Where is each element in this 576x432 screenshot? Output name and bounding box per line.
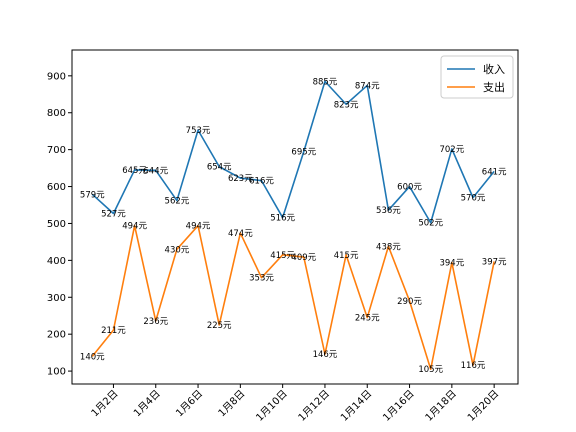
data-label: 474元 — [228, 229, 253, 239]
data-label: 225元 — [207, 321, 232, 331]
data-label: 116元 — [461, 361, 486, 371]
data-label: 105元 — [418, 365, 443, 375]
y-tick-label: 200 — [47, 330, 66, 341]
data-label: 616元 — [249, 177, 274, 187]
data-label: 394元 — [439, 259, 464, 269]
data-label: 494元 — [122, 222, 147, 232]
data-label: 570元 — [461, 194, 486, 204]
data-label: 211元 — [101, 326, 126, 336]
data-label: 562元 — [165, 197, 190, 207]
data-label: 430元 — [165, 245, 190, 255]
data-label: 415元 — [270, 251, 295, 261]
y-tick-label: 800 — [47, 108, 66, 119]
data-label: 579元 — [80, 190, 105, 200]
data-label: 438元 — [376, 242, 401, 252]
data-label: 502元 — [418, 219, 443, 229]
legend-entry-label: 收入 — [483, 62, 505, 76]
y-tick-label: 400 — [47, 256, 66, 267]
data-label: 397元 — [482, 257, 507, 267]
x-tick-label: 1月2日 — [89, 388, 121, 420]
data-label: 494元 — [186, 222, 211, 232]
data-label: 823元 — [334, 100, 359, 110]
data-label: 695元 — [291, 147, 316, 157]
data-label: 245元 — [355, 314, 380, 324]
data-label: 527元 — [101, 209, 126, 219]
data-label: 236元 — [143, 317, 168, 327]
data-label: 415元 — [334, 251, 359, 261]
data-label: 702元 — [439, 145, 464, 155]
x-tick-label: 1月20日 — [465, 388, 501, 424]
data-label: 536元 — [376, 206, 401, 216]
series-line-expense — [91, 224, 495, 371]
x-tick-label: 1月12日 — [296, 388, 332, 424]
data-label: 146元 — [313, 350, 338, 360]
plot-frame — [71, 49, 519, 385]
data-label: 140元 — [80, 352, 105, 362]
x-tick-label: 1月14日 — [338, 388, 374, 424]
y-tick-label: 500 — [47, 219, 66, 230]
data-label: 516元 — [270, 214, 295, 224]
data-label: 641元 — [482, 167, 507, 177]
data-label: 409元 — [291, 253, 316, 263]
data-label: 645元 — [122, 166, 147, 176]
data-label: 290元 — [397, 297, 422, 307]
x-tick-label: 1月10日 — [254, 388, 290, 424]
y-tick-label: 900 — [47, 71, 66, 82]
x-tick-label: 1月18日 — [423, 388, 459, 424]
data-label: 623元 — [228, 174, 253, 184]
data-label: 644元 — [143, 166, 168, 176]
x-tick-label: 1月16日 — [381, 388, 417, 424]
y-tick-label: 700 — [47, 145, 66, 156]
data-label: 885元 — [313, 77, 338, 87]
y-tick-label: 100 — [47, 367, 66, 378]
legend-entry-label: 支出 — [483, 80, 505, 94]
series-line-income — [91, 80, 495, 224]
x-tick-label: 1月6日 — [174, 388, 206, 420]
data-label: 654元 — [207, 163, 232, 173]
y-tick-label: 600 — [47, 182, 66, 193]
data-label: 353元 — [249, 274, 274, 284]
y-tick-label: 300 — [47, 293, 66, 304]
x-tick-label: 1月8日 — [216, 388, 248, 420]
x-tick-label: 1月4日 — [131, 388, 163, 420]
data-label: 600元 — [397, 183, 422, 193]
data-label: 874元 — [355, 81, 380, 91]
data-label: 753元 — [186, 126, 211, 136]
